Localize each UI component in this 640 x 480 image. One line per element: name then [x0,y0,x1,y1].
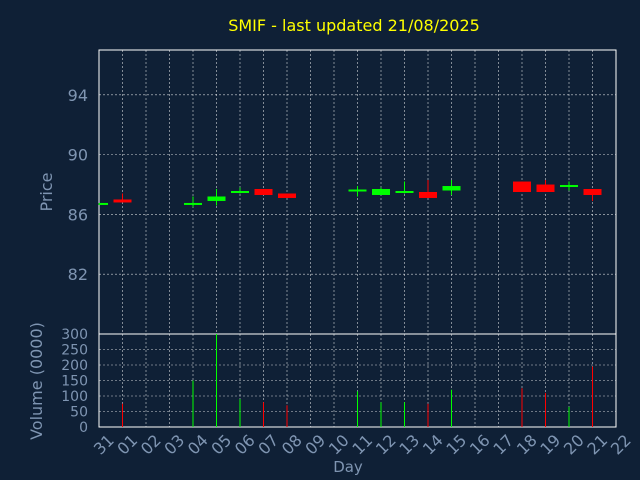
candle-body [254,189,273,195]
candle-body [372,189,390,195]
candle-body [278,193,296,198]
volume-tick-label: 200 [61,358,88,374]
candle-body [560,185,578,188]
candle-body [207,196,226,201]
chart-title: SMIF - last updated 21/08/2025 [228,16,480,35]
volume-tick-label: 300 [61,327,88,343]
candle-body [99,202,108,205]
volume-tick-label: 100 [61,389,88,405]
candle-body [442,186,461,191]
candle-body [513,181,531,192]
volume-tick-label: 0 [79,420,88,436]
candle-body [583,189,602,195]
price-tick-label: 82 [68,265,88,284]
volume-tick-label: 250 [61,343,88,359]
candle-body [184,202,202,205]
x-axis-label: Day [333,458,363,476]
candle-body [348,189,367,192]
candle-body [419,192,437,198]
candle-body [536,184,555,192]
volume-tick-label: 150 [61,374,88,390]
candle-body [395,191,414,193]
price-tick-label: 86 [68,205,88,224]
candle-body [231,191,249,193]
candle-body [113,199,132,203]
volume-axis-label: Volume (0000) [27,322,46,440]
price-panel: 82 86 90 94 [68,49,617,335]
volume-tick-label: 50 [70,405,88,421]
price-tick-label: 90 [68,146,88,165]
price-axis-label: Price [37,172,56,211]
x-axis: 3101020304050607080910111213141516171819… [90,431,635,459]
price-tick-label: 94 [68,86,88,105]
